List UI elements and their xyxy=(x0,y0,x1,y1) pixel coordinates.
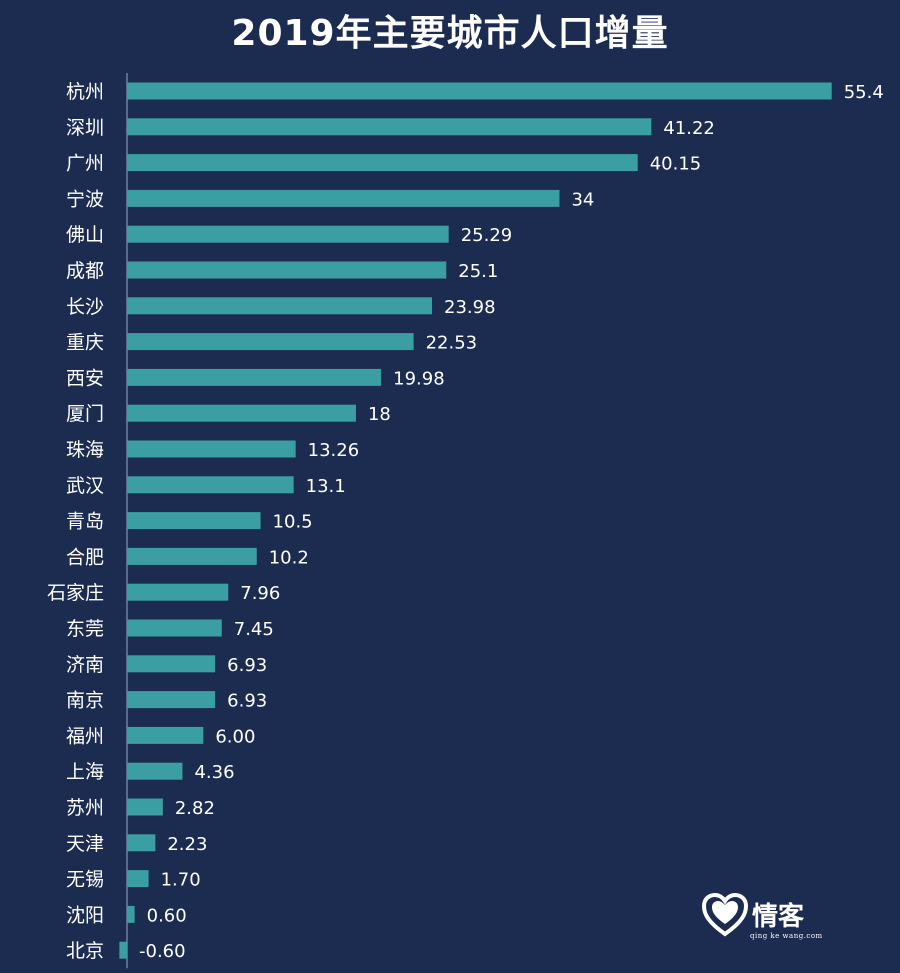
category-label: 长沙 xyxy=(66,296,104,318)
data-label: 7.96 xyxy=(240,583,280,604)
data-label: 0.60 xyxy=(147,905,187,926)
data-label: 2.82 xyxy=(175,798,215,819)
data-label: 13.1 xyxy=(306,476,346,497)
data-label: 1.70 xyxy=(161,870,201,891)
data-label: 2.23 xyxy=(167,834,207,855)
bar xyxy=(127,118,652,136)
bar xyxy=(127,655,216,673)
bar xyxy=(127,834,156,852)
category-label: 苏州 xyxy=(66,797,104,819)
category-label: 青岛 xyxy=(66,511,104,533)
category-label: 东莞 xyxy=(66,618,104,640)
bar xyxy=(127,261,447,279)
data-label: 25.1 xyxy=(458,261,498,282)
bar xyxy=(127,547,257,565)
category-label: 无锡 xyxy=(66,869,104,891)
category-label: 北京 xyxy=(66,940,104,962)
category-label: 福州 xyxy=(66,725,104,747)
bar xyxy=(127,512,261,530)
data-label: 7.45 xyxy=(234,619,274,640)
bar xyxy=(127,798,163,816)
category-label: 杭州 xyxy=(66,81,104,103)
category-label: 南京 xyxy=(66,690,104,712)
category-label: 西安 xyxy=(66,367,104,389)
bar xyxy=(127,476,294,494)
category-label: 合肥 xyxy=(66,546,104,568)
category-label: 佛山 xyxy=(66,224,104,246)
bar xyxy=(119,941,127,959)
bar xyxy=(127,905,135,923)
data-label: 6.93 xyxy=(227,655,267,676)
category-label: 宁波 xyxy=(66,188,104,210)
category-label: 厦门 xyxy=(66,403,104,425)
category-label: 成都 xyxy=(66,260,104,282)
bar xyxy=(127,583,229,601)
data-label: 10.2 xyxy=(269,547,309,568)
bar xyxy=(127,82,832,100)
bar xyxy=(127,333,414,351)
category-label: 济南 xyxy=(66,654,104,676)
data-label: -0.60 xyxy=(139,941,186,962)
bar xyxy=(127,225,449,243)
bar xyxy=(127,297,433,315)
data-label: 6.93 xyxy=(227,691,267,712)
bar xyxy=(127,404,356,422)
data-label: 4.36 xyxy=(194,762,234,783)
category-label: 上海 xyxy=(66,761,104,783)
data-label: 19.98 xyxy=(393,368,445,389)
watermark-url: qing ke wang.com xyxy=(750,932,823,940)
data-label: 13.26 xyxy=(308,440,360,461)
data-label: 23.98 xyxy=(444,297,496,318)
category-label: 广州 xyxy=(66,153,104,175)
category-label: 石家庄 xyxy=(47,582,104,604)
bar xyxy=(127,440,296,458)
category-label: 珠海 xyxy=(66,439,104,461)
category-label: 天津 xyxy=(66,833,104,855)
data-label: 6.00 xyxy=(215,726,255,747)
heart-icon xyxy=(701,892,749,937)
data-label: 40.15 xyxy=(650,154,702,175)
data-label: 25.29 xyxy=(461,225,513,246)
bar xyxy=(127,691,216,709)
watermark-name: 情客 xyxy=(752,902,805,932)
chart-title: 2019年主要城市人口增量 xyxy=(231,13,669,54)
data-label: 18 xyxy=(368,404,391,425)
data-label: 34 xyxy=(571,189,594,210)
category-label: 武汉 xyxy=(66,475,104,497)
data-label: 10.5 xyxy=(273,512,313,533)
bar xyxy=(127,726,204,744)
bar xyxy=(127,368,382,386)
bar xyxy=(127,870,149,888)
category-label: 重庆 xyxy=(66,332,104,354)
bar xyxy=(127,154,638,172)
category-label: 深圳 xyxy=(66,117,104,139)
watermark-logo: 情客 qing ke wang.com xyxy=(700,890,890,950)
bar xyxy=(127,762,183,780)
data-label: 41.22 xyxy=(663,118,715,139)
bar xyxy=(127,619,222,637)
category-label: 沈阳 xyxy=(66,904,104,926)
bar xyxy=(127,189,560,207)
data-label: 22.53 xyxy=(426,333,478,354)
data-label: 55.4 xyxy=(844,82,884,103)
